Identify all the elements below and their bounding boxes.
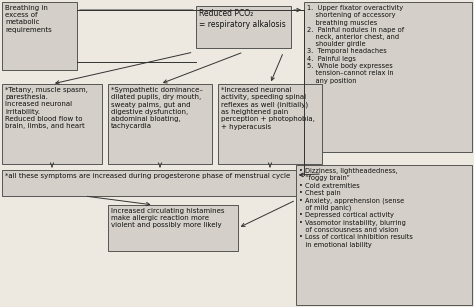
Text: Increased circulating histamines
make allergic reaction more
violent and possibl: Increased circulating histamines make al…	[111, 208, 225, 228]
FancyBboxPatch shape	[108, 84, 212, 164]
FancyBboxPatch shape	[218, 84, 322, 164]
FancyBboxPatch shape	[296, 165, 472, 305]
Text: Reduced PCO₂
= respiratory alkalosis: Reduced PCO₂ = respiratory alkalosis	[199, 9, 286, 29]
FancyBboxPatch shape	[2, 170, 332, 196]
FancyBboxPatch shape	[108, 205, 238, 251]
Text: Breathing in
excess of
metabolic
requirements: Breathing in excess of metabolic require…	[5, 5, 52, 33]
Text: *Sympathetic dominance–
dilated pupils, dry mouth,
sweaty palms, gut and
digesti: *Sympathetic dominance– dilated pupils, …	[111, 87, 203, 129]
FancyBboxPatch shape	[2, 2, 77, 70]
Text: *all these symptoms are increased during progesterone phase of menstrual cycle: *all these symptoms are increased during…	[5, 173, 290, 179]
Text: *Increased neuronal
activity, speeding spinal
reflexes as well (initially)
as he: *Increased neuronal activity, speeding s…	[221, 87, 315, 130]
Text: 1.  Upper fixator overactivity
    shortening of accessory
    breathing muscles: 1. Upper fixator overactivity shortening…	[307, 5, 404, 84]
FancyBboxPatch shape	[304, 2, 472, 152]
Text: *Tetany, muscle spasm,
paresthesia.
Increased neuronal
irritability.
Reduced blo: *Tetany, muscle spasm, paresthesia. Incr…	[5, 87, 88, 129]
FancyBboxPatch shape	[196, 6, 291, 48]
FancyBboxPatch shape	[2, 84, 102, 164]
Text: • Dizziness, lightheadedness,
   “foggy brain”
• Cold extremities
• Chest pain
•: • Dizziness, lightheadedness, “foggy bra…	[299, 168, 413, 247]
